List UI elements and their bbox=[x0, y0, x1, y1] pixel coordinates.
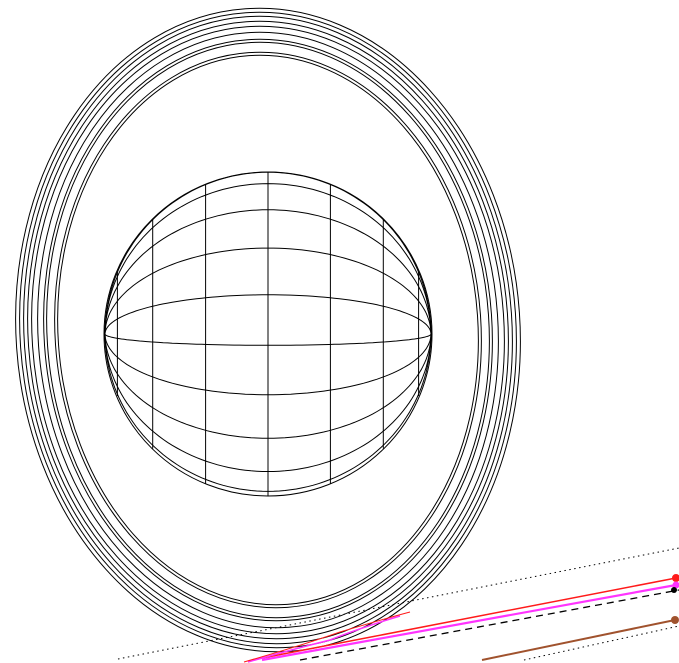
black-endpoint-marker bbox=[671, 587, 677, 593]
magenta-endpoint-marker bbox=[672, 581, 679, 589]
red-path bbox=[251, 577, 677, 661]
ring-2 bbox=[19, 11, 517, 649]
ring-4 bbox=[27, 20, 509, 640]
ring-10 bbox=[57, 54, 479, 606]
ring-6 bbox=[37, 31, 499, 629]
ring-8 bbox=[46, 41, 490, 619]
brown-path bbox=[481, 619, 676, 661]
ring-7 bbox=[43, 38, 493, 622]
dotted-path-upper bbox=[117, 547, 679, 660]
red-curve bbox=[243, 611, 411, 663]
ring-3 bbox=[23, 15, 513, 645]
ring-5 bbox=[31, 25, 505, 635]
wireframe-globe bbox=[103, 171, 433, 497]
ring-9 bbox=[54, 51, 482, 609]
magenta-path bbox=[261, 583, 677, 662]
ring-1 bbox=[15, 7, 521, 653]
dotted-path-lower bbox=[523, 625, 679, 661]
concentric-rings bbox=[15, 7, 521, 653]
trajectory-lines bbox=[117, 547, 679, 663]
dashed-path bbox=[299, 589, 679, 661]
magenta-curve bbox=[247, 615, 401, 663]
red-endpoint-marker bbox=[672, 574, 679, 582]
brown-endpoint-marker bbox=[671, 616, 679, 624]
globe-outline bbox=[103, 171, 433, 497]
